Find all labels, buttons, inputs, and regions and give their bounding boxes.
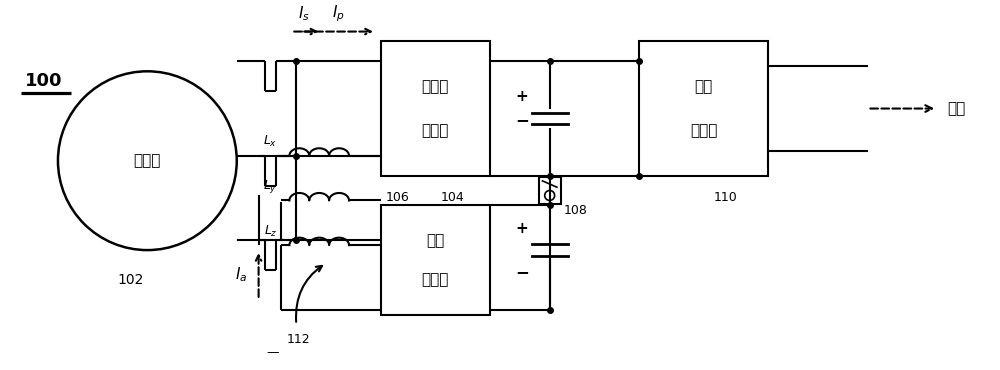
Text: 100: 100 <box>25 72 63 90</box>
Text: 电网: 电网 <box>947 101 965 116</box>
Text: +: + <box>515 221 528 236</box>
Bar <box>381 205 490 314</box>
Text: 112: 112 <box>286 333 310 346</box>
Bar <box>639 41 768 176</box>
Bar <box>381 41 490 176</box>
Text: 二极管: 二极管 <box>422 79 449 94</box>
Text: 110: 110 <box>714 191 737 204</box>
Text: $I_p$: $I_p$ <box>332 3 345 24</box>
Text: $I_a$: $I_a$ <box>235 266 247 284</box>
Text: 逆变器: 逆变器 <box>690 123 717 138</box>
Bar <box>539 176 561 204</box>
Text: 整流器: 整流器 <box>422 123 449 138</box>
Text: $L_y$: $L_y$ <box>263 178 277 195</box>
Text: $L_x$: $L_x$ <box>263 134 277 149</box>
Text: 补偿器: 补偿器 <box>422 272 449 287</box>
Text: 有源: 有源 <box>426 233 445 248</box>
Text: −: − <box>515 111 529 130</box>
Text: 108: 108 <box>564 204 587 217</box>
Text: 102: 102 <box>118 273 144 287</box>
Text: 104: 104 <box>440 191 464 204</box>
Text: 电网: 电网 <box>695 79 713 94</box>
Text: —: — <box>267 346 279 359</box>
Text: +: + <box>515 89 528 104</box>
Text: 106: 106 <box>386 191 410 204</box>
Text: $I_s$: $I_s$ <box>298 4 310 23</box>
Text: −: − <box>515 263 529 281</box>
Text: 发电机: 发电机 <box>134 153 161 168</box>
Text: $L_z$: $L_z$ <box>264 224 277 239</box>
